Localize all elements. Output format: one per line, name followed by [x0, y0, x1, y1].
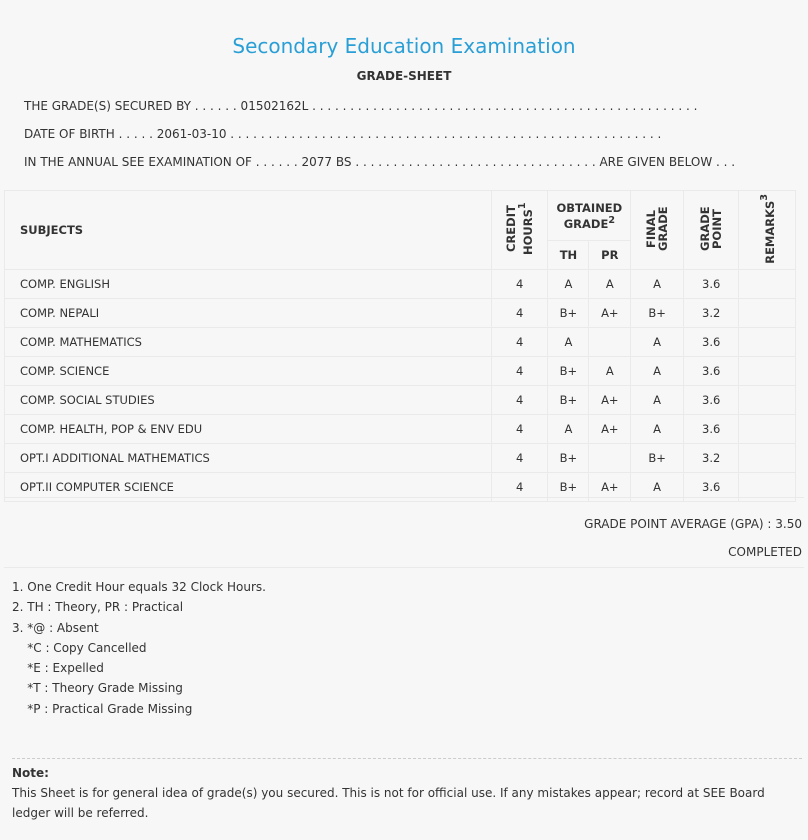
footnote-item: *P : Practical Grade Missing [12, 701, 193, 716]
cell-pr: A+ [588, 414, 632, 444]
cell-pr [588, 443, 632, 473]
cell-pr: A+ [588, 298, 632, 328]
cell-th: B+ [547, 385, 590, 415]
cell-final: A [630, 414, 684, 444]
cell-subject: COMP. NEPALI [4, 298, 492, 328]
cell-subject: COMP. MATHEMATICS [4, 327, 492, 357]
cell-th: B+ [547, 443, 590, 473]
footnote-item: 1. One Credit Hour equals 32 Clock Hours… [12, 580, 266, 594]
header-th: TH [547, 240, 590, 270]
cell-remarks [738, 385, 796, 415]
header-final-grade: FINAL GRADE [630, 190, 684, 270]
status-text: COMPLETED [728, 545, 802, 559]
footnote-item: *C : Copy Cancelled [12, 640, 147, 655]
cell-final: B+ [630, 443, 684, 473]
page-title: Secondary Education Examination [232, 34, 576, 58]
page-subtitle: GRADE-SHEET [356, 69, 452, 83]
cell-subject: COMP. SCIENCE [4, 356, 492, 386]
cell-pr: A [588, 356, 632, 386]
table-row: COMP. SCIENCE 4 B+ A A 3.6 [4, 356, 796, 386]
cell-gp: 3.6 [682, 327, 740, 357]
cell-credit: 4 [490, 443, 549, 473]
student-symbol-line: THE GRADE(S) SECURED BY . . . . . . 0150… [24, 99, 698, 113]
cell-th: B+ [547, 298, 590, 328]
note-label: Note: [12, 766, 49, 780]
header-obtained-grade: OBTAINED GRADE2 [547, 190, 632, 241]
cell-remarks [738, 269, 796, 299]
header-credit-hours: CREDIT HOURS1 [490, 190, 549, 270]
cell-gp: 3.2 [682, 443, 740, 473]
cell-credit: 4 [490, 385, 549, 415]
footnote-item: *E : Expelled [12, 661, 104, 676]
cell-gp: 3.6 [682, 356, 740, 386]
cell-gp: 3.2 [682, 298, 740, 328]
cell-th: A [547, 269, 590, 299]
table-row: COMP. NEPALI 4 B+ A+ B+ 3.2 [4, 298, 796, 328]
cell-remarks [738, 443, 796, 473]
cell-final: A [630, 269, 684, 299]
cell-th: A [547, 327, 590, 357]
table-row: COMP. HEALTH, POP & ENV EDU 4 A A+ A 3.6 [4, 414, 796, 444]
table-row: COMP. MATHEMATICS 4 A A 3.6 [4, 327, 796, 357]
dob-line: DATE OF BIRTH . . . . . 2061-03-10 . . .… [24, 127, 662, 141]
cell-subject: OPT.I ADDITIONAL MATHEMATICS [4, 443, 492, 473]
grade-table: SUBJECTS CREDIT HOURS1 OBTAINED GRADE2 F… [4, 190, 796, 502]
cell-th: A [547, 414, 590, 444]
cell-subject: COMP. ENGLISH [4, 269, 492, 299]
cell-gp: 3.6 [682, 414, 740, 444]
note-text: This Sheet is for general idea of grade(… [12, 786, 765, 820]
cell-final: A [630, 356, 684, 386]
exam-year-line: IN THE ANNUAL SEE EXAMINATION OF . . . .… [24, 155, 736, 169]
cell-subject: COMP. SOCIAL STUDIES [4, 385, 492, 415]
header-subjects: SUBJECTS [4, 190, 492, 270]
note-section: Note: This Sheet is for general idea of … [12, 758, 802, 823]
cell-remarks [738, 356, 796, 386]
table-row: COMP. SOCIAL STUDIES 4 B+ A+ A 3.6 [4, 385, 796, 415]
cell-final: A [630, 385, 684, 415]
cell-credit: 4 [490, 298, 549, 328]
gpa-text: GRADE POINT AVERAGE (GPA) : 3.50 [584, 517, 802, 531]
cell-remarks [738, 298, 796, 328]
cell-gp: 3.6 [682, 269, 740, 299]
cell-subject: COMP. HEALTH, POP & ENV EDU [4, 414, 492, 444]
cell-remarks [738, 414, 796, 444]
cell-final: B+ [630, 298, 684, 328]
footnote-item: 2. TH : Theory, PR : Practical [12, 600, 184, 615]
cell-pr [588, 327, 632, 357]
cell-pr: A [588, 269, 632, 299]
cell-credit: 4 [490, 269, 549, 299]
cell-pr: A+ [588, 385, 632, 415]
cell-remarks [738, 327, 796, 357]
header-remarks: REMARKS3 [738, 190, 796, 270]
cell-credit: 4 [490, 327, 549, 357]
footnotes: 1. One Credit Hour equals 32 Clock Hours… [12, 577, 266, 719]
cell-gp: 3.6 [682, 385, 740, 415]
header-grade-point: GRADE POINT [682, 190, 740, 270]
footnote-item: 3. *@ : Absent [12, 620, 99, 635]
cell-final: A [630, 327, 684, 357]
table-row: OPT.I ADDITIONAL MATHEMATICS 4 B+ B+ 3.2 [4, 443, 796, 473]
cell-th: B+ [547, 356, 590, 386]
footnote-item: *T : Theory Grade Missing [12, 681, 183, 696]
cell-credit: 4 [490, 414, 549, 444]
table-row: COMP. ENGLISH 4 A A A 3.6 [4, 269, 796, 299]
header-pr: PR [588, 240, 632, 270]
cell-credit: 4 [490, 356, 549, 386]
